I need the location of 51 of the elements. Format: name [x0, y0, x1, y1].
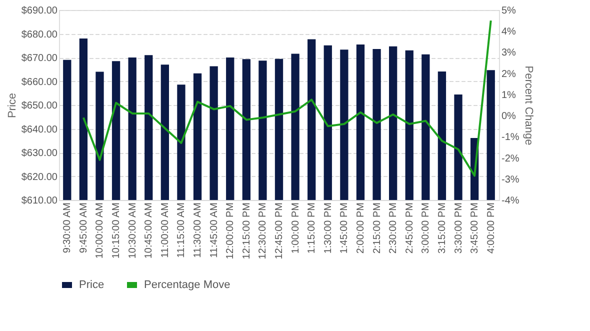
x-tick-label: 10:30:00 AM — [127, 202, 138, 259]
x-tick-label: 4:00:00 PM — [486, 202, 497, 254]
x-tick-label: 9:30:00 AM — [62, 202, 74, 254]
x-tick-label: 1:00:00 PM — [290, 202, 302, 254]
x-tick-label: 1:45:00 PM — [339, 202, 350, 254]
y-tick-label: $640.00 — [21, 124, 58, 136]
x-tick-label: 3:00:00 PM — [420, 202, 432, 254]
x-tick-label: 1:30:00 PM — [322, 202, 334, 254]
y-tick-label: $680.00 — [21, 29, 58, 40]
line-series — [82, 20, 492, 177]
y2-tick-label: 1% — [502, 90, 516, 101]
y2-tick-label: -3% — [502, 174, 520, 186]
x-tick-label: 12:15:00 PM — [241, 202, 252, 260]
y-tick-label: $630.00 — [21, 148, 58, 159]
y-tick-label: $610.00 — [21, 196, 58, 206]
y-axis-title: Price — [6, 92, 18, 118]
x-tick-label: 11:30:00 AM — [192, 202, 204, 258]
x-tick-label: 12:30:00 PM — [258, 202, 269, 260]
y2-tick-label: 3% — [502, 48, 516, 59]
y2-tick-label: -2% — [502, 153, 520, 164]
x-tick-label: 10:00:00 AM — [94, 202, 106, 259]
y-tick-label: $660.00 — [21, 76, 58, 88]
y2-tick-label: 0% — [502, 111, 516, 122]
y2-tick-label: 4% — [502, 26, 516, 38]
y2-tick-label: 5% — [502, 6, 516, 16]
y-tick-label: $690.00 — [21, 6, 58, 16]
y2-tick-label: -4% — [502, 196, 520, 206]
x-tick-label: 10:15:00 AM — [111, 202, 122, 259]
x-tick-label: 3:45:00 PM — [470, 202, 481, 254]
x-tick-label: 3:15:00 PM — [436, 202, 448, 254]
x-tick-label: 11:45:00 AM — [208, 202, 220, 258]
y-tick-label: $670.00 — [21, 53, 58, 64]
y-tick-label: $620.00 — [21, 172, 58, 183]
x-tick-label: 2:45:00 PM — [404, 202, 416, 254]
x-tick-label: 3:30:00 PM — [453, 202, 464, 254]
x-tick-label: 11:00:00 AM — [160, 202, 171, 258]
x-tick-label: 12:00:00 PM — [225, 202, 236, 260]
x-tick-label: 1:15:00 PM — [306, 202, 318, 254]
y-tick-label: $650.00 — [21, 100, 58, 112]
y2-tick-label: 2% — [502, 68, 516, 80]
x-tick-label: 2:00:00 PM — [355, 202, 366, 254]
legend-label: Percentage Move — [144, 279, 230, 291]
legend-label: Price — [79, 279, 104, 291]
y2-axis-title: Percent Change — [522, 66, 534, 146]
y2-tick-label: -1% — [502, 132, 520, 144]
x-tick-label: 9:45:00 AM — [78, 202, 90, 254]
x-tick-label: 10:45:00 AM — [144, 202, 155, 259]
x-tick-label: 12:45:00 PM — [274, 202, 285, 260]
x-tick-label: 11:15:00 AM — [176, 202, 188, 258]
x-tick-label: 2:30:00 PM — [388, 202, 400, 254]
x-tick-label: 2:15:00 PM — [372, 202, 383, 254]
